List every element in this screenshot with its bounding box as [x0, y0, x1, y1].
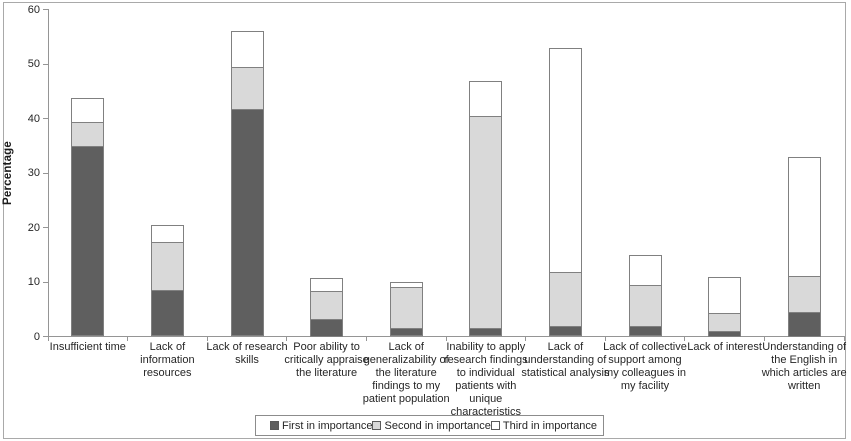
- bar-segment-3-2: [231, 66, 264, 110]
- y-tick: [42, 118, 48, 119]
- y-tick-label: 60: [27, 3, 40, 16]
- y-tick-label: 30: [27, 167, 40, 179]
- x-tick: [843, 337, 845, 341]
- x-tick: [604, 337, 606, 341]
- bar-segment-10-3: [788, 156, 821, 278]
- bar-segment-7-1: [549, 325, 582, 337]
- x-tick: [127, 337, 129, 341]
- bar-segment-7-2: [549, 271, 582, 327]
- x-category-label: Lack of understanding of statistical ana…: [521, 341, 610, 379]
- y-tick: [42, 63, 48, 65]
- bar-segment-4-1: [310, 318, 343, 337]
- bar-segment-2-2: [151, 242, 184, 292]
- legend-item-1: First in importance: [270, 420, 372, 432]
- bar-segment-3-3: [231, 31, 264, 68]
- legend-swatch-icon: [372, 421, 382, 430]
- y-tick: [42, 281, 48, 283]
- bar-segment-6-1: [469, 328, 502, 337]
- legend-swatch-icon: [270, 421, 279, 430]
- x-category-label: Lack of information resources: [140, 341, 195, 379]
- y-tick: [42, 172, 48, 174]
- y-tick-label: 10: [27, 276, 40, 288]
- x-tick: [684, 337, 686, 341]
- y-tick: [42, 9, 48, 10]
- x-tick: [206, 337, 208, 341]
- x-tick: [286, 337, 288, 341]
- legend-swatch-icon: [490, 421, 500, 430]
- bar-segment-6-3: [469, 80, 502, 117]
- x-category-label: Understanding of the English in which ar…: [761, 341, 847, 392]
- legend-label: Third in importance: [502, 419, 598, 432]
- y-tick-label: 20: [27, 221, 40, 234]
- bar-segment-5-3: [390, 281, 423, 288]
- x-category-label: Lack of research skills: [206, 341, 288, 366]
- bar-segment-1-1: [71, 146, 104, 337]
- bar-segment-9-2: [708, 312, 741, 332]
- legend-label: Second in importance: [384, 419, 491, 432]
- bar-segment-1-3: [71, 98, 104, 124]
- x-category-label: Poor ability to critically appraise the …: [284, 341, 369, 379]
- x-tick: [763, 337, 765, 341]
- bar-segment-1-2: [71, 122, 104, 148]
- legend-item-3: Third in importance: [490, 419, 598, 432]
- bar-segment-2-3: [151, 224, 184, 244]
- y-axis-line: [47, 9, 49, 337]
- bar-segment-4-3: [310, 278, 343, 293]
- y-tick-label: 40: [27, 112, 40, 125]
- x-category-label: Insufficient time: [49, 341, 126, 353]
- x-tick: [525, 337, 527, 341]
- bar-segment-3-1: [231, 108, 264, 337]
- bar-segment-7-3: [549, 48, 582, 273]
- bar-segment-5-1: [390, 328, 423, 337]
- bar-segment-8-1: [629, 325, 662, 337]
- bar-segment-5-2: [390, 286, 423, 330]
- x-tick: [445, 337, 447, 341]
- legend: First in importance Second in importance T…: [255, 415, 604, 436]
- bar-segment-10-1: [788, 312, 821, 337]
- x-category-label: Lack of interest: [687, 341, 762, 353]
- bar-segment-2-1: [151, 290, 184, 337]
- y-tick-label: 0: [33, 330, 40, 343]
- bar-segment-9-3: [708, 276, 741, 314]
- bar-segment-6-2: [469, 115, 502, 330]
- x-tick: [365, 337, 367, 341]
- bar-segment-8-2: [629, 285, 662, 327]
- bar-segment-4-2: [310, 291, 343, 320]
- y-tick: [42, 227, 48, 228]
- bar-segment-8-3: [629, 254, 662, 287]
- y-tick-label: 50: [27, 58, 40, 70]
- x-category-label: Lack of collective support among my coll…: [603, 341, 687, 392]
- x-category-label: Lack of generalizability of the literatu…: [362, 341, 450, 405]
- bar-segment-10-2: [788, 276, 821, 313]
- y-tick: [42, 336, 48, 337]
- legend-label: First in importance: [282, 419, 373, 432]
- x-tick: [47, 337, 49, 341]
- x-axis-line: [47, 336, 845, 337]
- legend-item-2: Second in importance: [372, 419, 491, 432]
